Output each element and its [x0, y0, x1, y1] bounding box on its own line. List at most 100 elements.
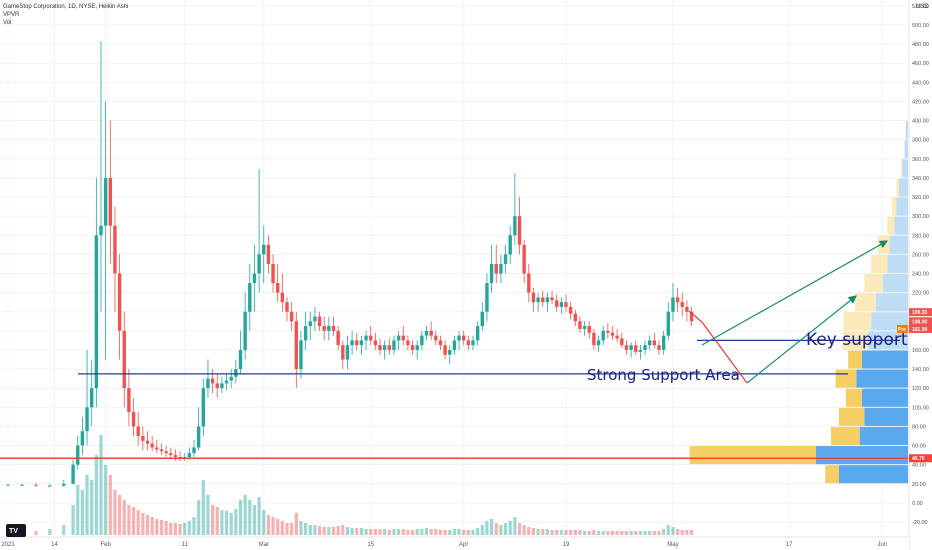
volume-bar: [80, 490, 84, 535]
candle-body: [169, 453, 173, 456]
vpvr-up-bar: [839, 465, 908, 484]
vpvr-up-bar: [862, 350, 908, 369]
tradingview-logo[interactable]: TV: [6, 524, 26, 537]
volume-bar: [638, 531, 642, 535]
candle-body: [517, 216, 522, 245]
volume-bar: [271, 517, 275, 535]
candle-body: [555, 300, 559, 307]
volume-bar: [438, 530, 443, 535]
candle-body: [159, 449, 164, 452]
vpvr-down-bar: [901, 159, 903, 178]
candle-body: [582, 326, 587, 329]
volume-bar: [462, 530, 466, 535]
symbol-title[interactable]: GameStop Corporation, 1D, NYSE, Heikin A…: [3, 4, 128, 10]
volume-bar: [276, 519, 280, 535]
price-tick-label: 120.00: [912, 386, 929, 392]
volume-bar: [643, 531, 647, 535]
candle-body: [568, 306, 573, 314]
price-tick-label: 0.00: [912, 501, 923, 507]
time-tick-label: 14: [51, 542, 58, 548]
candle-body: [410, 345, 415, 350]
candle-body: [429, 330, 433, 336]
volume-bar: [113, 490, 117, 535]
candle-body: [308, 321, 312, 327]
candle-body: [350, 340, 354, 346]
candle-body: [508, 235, 512, 255]
candle-body: [634, 345, 638, 352]
price-tick-label: 220.00: [912, 291, 929, 297]
candle-body: [536, 297, 540, 303]
volume-bar: [490, 519, 494, 535]
volume-bar: [424, 528, 429, 535]
candle-body: [289, 311, 294, 322]
candle-body: [596, 340, 601, 346]
price-axis[interactable]: -20.00 0.00 20.00 40.00 60.00 80.00 100.00 120.…: [897, 0, 932, 550]
volume-bar: [466, 530, 470, 535]
volume-bar: [494, 523, 498, 535]
candlesticks: [6, 41, 694, 487]
candle-body: [387, 345, 391, 350]
vpvr-down-bar: [845, 388, 862, 407]
price-tag-label: 46.70: [912, 456, 925, 462]
volume-bar: [155, 519, 159, 535]
volume-bar: [341, 525, 345, 535]
candle-body: [6, 484, 10, 486]
candle-body: [480, 311, 484, 327]
candle-body: [285, 302, 289, 312]
candle-body: [94, 235, 99, 389]
volume-bar: [541, 529, 545, 535]
vpvr-up-bar: [862, 388, 908, 407]
candle-body: [108, 177, 112, 226]
candle-body: [229, 376, 233, 381]
volume-bar: [131, 507, 136, 535]
candle-body: [638, 349, 643, 352]
volume-bar: [564, 530, 568, 535]
candle-body: [90, 388, 94, 408]
candle-body: [443, 345, 447, 355]
time-tick-label: 17: [786, 542, 793, 548]
price-tick-label: 520.00: [912, 4, 929, 10]
candle-body: [527, 273, 531, 293]
candle-body: [122, 330, 126, 389]
candle-body: [624, 345, 629, 350]
price-tick-label: 20.00: [912, 482, 926, 488]
candle-body: [206, 378, 210, 389]
volume-bar: [104, 465, 108, 535]
volume-bar: [648, 531, 652, 535]
candle-body: [327, 326, 331, 331]
volume-bar: [331, 527, 336, 535]
volume-bar: [266, 515, 270, 535]
volume-bar: [671, 527, 675, 535]
volume-bar: [48, 529, 52, 535]
volume-bar: [215, 507, 219, 535]
vpvr-up-bar: [864, 407, 908, 426]
time-tick-label: 2021: [1, 542, 15, 548]
vpvr-label[interactable]: VPVR: [3, 12, 20, 18]
time-tick-label: 15: [367, 542, 374, 548]
candle-body: [471, 340, 475, 346]
volume-bar: [457, 529, 461, 535]
volume-bar: [359, 528, 363, 535]
volume-bar: [317, 526, 322, 535]
price-tag-label: 199.55: [912, 310, 928, 316]
time-axis[interactable]: 202114Feb11Mar15Apr19May17Jun14Jul19Aug1…: [0, 536, 932, 550]
green-arrow-lower: [746, 295, 857, 384]
candle-body: [434, 335, 438, 341]
candle-body: [359, 340, 364, 346]
candle-body: [280, 292, 285, 303]
vpvr-up-bar: [889, 235, 908, 254]
time-axis-bg: [0, 537, 909, 550]
time-tick-label: Mar: [259, 542, 269, 548]
volume-bar: [610, 531, 615, 535]
vol-label[interactable]: Vol: [3, 20, 11, 26]
vpvr-up-bar: [904, 140, 908, 159]
volume-bar: [606, 531, 610, 535]
volume-bar: [383, 529, 387, 535]
volume-bar: [122, 500, 126, 535]
volume-bar: [197, 500, 201, 535]
volume-bar: [443, 530, 447, 535]
vpvr-down-bar: [825, 465, 839, 484]
volume-bar: [34, 531, 38, 535]
